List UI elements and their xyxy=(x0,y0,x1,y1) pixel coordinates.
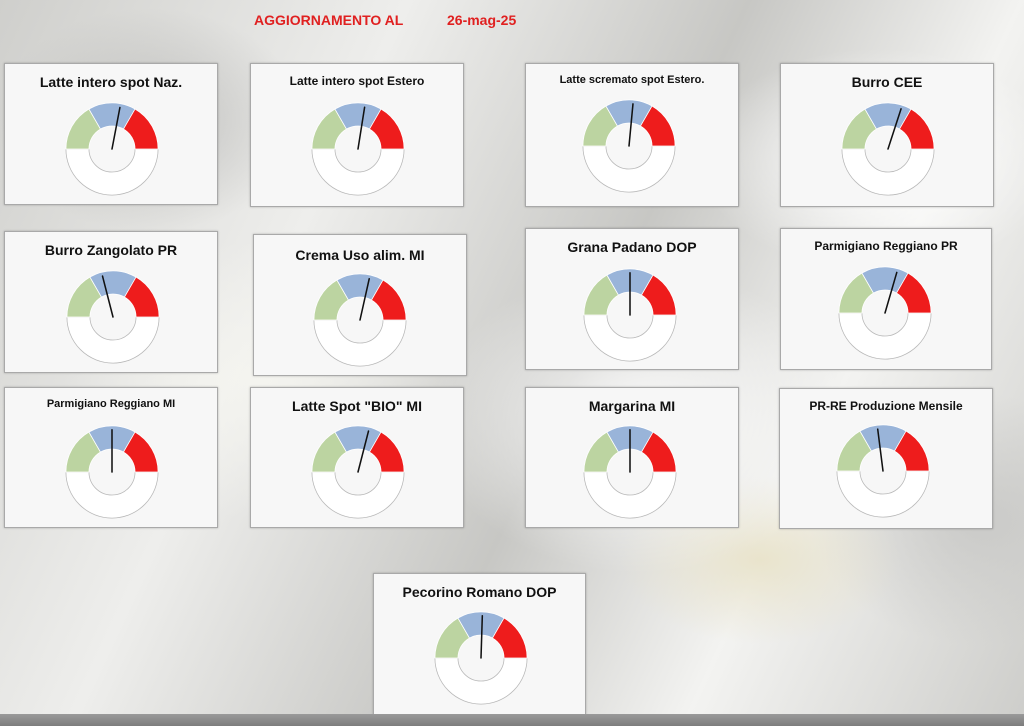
update-header: AGGIORNAMENTO AL 26-mag-25 xyxy=(254,12,516,28)
gauge-title: Burro Zangolato PR xyxy=(44,242,178,258)
gauge-lower-half xyxy=(836,470,930,518)
gauge-lower-half xyxy=(66,316,160,364)
gauge-dial xyxy=(313,273,407,367)
gauge-red-segment xyxy=(898,108,935,150)
gauge-title: Crema Uso alim. MI xyxy=(295,247,425,263)
gauge-needle xyxy=(359,278,370,321)
gauge-title: Pecorino Romano DOP xyxy=(402,584,557,600)
gauge-dial xyxy=(434,611,528,705)
gauge-lower-half xyxy=(65,148,159,196)
gauge-red-segment xyxy=(368,108,405,150)
gauge-dial xyxy=(311,425,405,519)
gauge-red-segment xyxy=(895,272,932,314)
gauge-lower-half xyxy=(65,471,159,519)
gauge-needle xyxy=(887,108,902,150)
gauge-dial xyxy=(311,102,405,196)
gauge-lower-half xyxy=(434,657,528,705)
gauge-lower-half xyxy=(583,471,677,519)
gauge-title: Grana Padano DOP xyxy=(567,239,697,255)
gauge-card-latte-spot-bio[interactable]: Latte Spot "BIO" MI xyxy=(250,387,464,528)
gauge-needle xyxy=(628,103,634,147)
gauge-lower-half xyxy=(313,319,407,367)
gauge-dial xyxy=(841,102,935,196)
gauge-needle xyxy=(357,106,366,150)
gauge-dial xyxy=(838,266,932,360)
update-label: AGGIORNAMENTO AL xyxy=(254,12,404,28)
gauge-red-segment xyxy=(893,430,930,472)
gauge-card-burro-zangolato[interactable]: Burro Zangolato PR xyxy=(4,231,218,373)
gauge-card-pr-re-produzione[interactable]: PR-RE Produzione Mensile xyxy=(779,388,993,529)
gauge-title: Parmigiano Reggiano PR xyxy=(814,239,958,253)
gauge-lower-half xyxy=(311,148,405,196)
gauge-needle xyxy=(480,615,484,659)
gauge-needle xyxy=(357,430,370,473)
gauge-red-segment xyxy=(491,617,528,659)
gauge-card-parmigiano-mi[interactable]: Parmigiano Reggiano MI xyxy=(4,387,218,528)
gauge-title: Parmigiano Reggiano MI xyxy=(46,398,176,410)
gauge-title: Latte intero spot Naz. xyxy=(39,74,183,90)
gauge-red-segment xyxy=(122,108,159,150)
gauge-red-segment xyxy=(639,105,676,147)
gauge-card-parmigiano-pr[interactable]: Parmigiano Reggiano PR xyxy=(780,228,992,370)
update-date: 26-mag-25 xyxy=(447,12,517,28)
gauge-title: Latte scremato spot Estero. xyxy=(559,74,705,86)
gauge-card-margarina[interactable]: Margarina MI xyxy=(525,387,739,528)
gauge-dial xyxy=(583,268,677,362)
gauge-lower-half xyxy=(582,145,676,193)
gauge-card-grana-padano[interactable]: Grana Padano DOP xyxy=(525,228,739,370)
gauge-dial xyxy=(65,425,159,519)
gauge-card-burro-cee[interactable]: Burro CEE xyxy=(780,63,994,207)
gauge-card-latte-intero-estero[interactable]: Latte intero spot Estero xyxy=(250,63,464,207)
gauge-red-segment xyxy=(640,274,677,316)
gauge-title: Latte Spot "BIO" MI xyxy=(292,398,422,414)
gauge-dial xyxy=(582,99,676,193)
gauge-red-segment xyxy=(122,431,159,473)
gauge-title: Burro CEE xyxy=(851,74,923,90)
gauge-red-segment xyxy=(640,431,677,473)
gauge-red-segment xyxy=(368,431,405,473)
gauge-lower-half xyxy=(583,314,677,362)
gauge-title: PR-RE Produzione Mensile xyxy=(809,399,963,413)
gauge-needle xyxy=(884,271,898,314)
gauge-dial xyxy=(836,424,930,518)
gauge-lower-half xyxy=(838,312,932,360)
gauge-title: Margarina MI xyxy=(588,398,676,414)
gauge-lower-half xyxy=(311,471,405,519)
gauge-title: Latte intero spot Estero xyxy=(289,74,425,88)
gauge-card-pecorino-romano[interactable]: Pecorino Romano DOP xyxy=(373,573,586,715)
gauge-card-latte-scremato-estero[interactable]: Latte scremato spot Estero. xyxy=(525,63,739,207)
gauge-dial xyxy=(65,102,159,196)
gauge-red-segment xyxy=(370,279,407,321)
gauge-card-latte-intero-naz[interactable]: Latte intero spot Naz. xyxy=(4,63,218,205)
gauge-card-crema-uso-alim[interactable]: Crema Uso alim. MI xyxy=(253,234,467,376)
gauge-dial xyxy=(583,425,677,519)
bottom-scrollbar[interactable] xyxy=(0,714,1024,726)
gauge-dial xyxy=(66,270,160,364)
gauge-red-segment xyxy=(123,276,160,318)
gauge-needle xyxy=(876,428,884,472)
gauge-needle xyxy=(101,275,114,318)
gauge-lower-half xyxy=(841,148,935,196)
gauge-needle xyxy=(111,106,121,150)
